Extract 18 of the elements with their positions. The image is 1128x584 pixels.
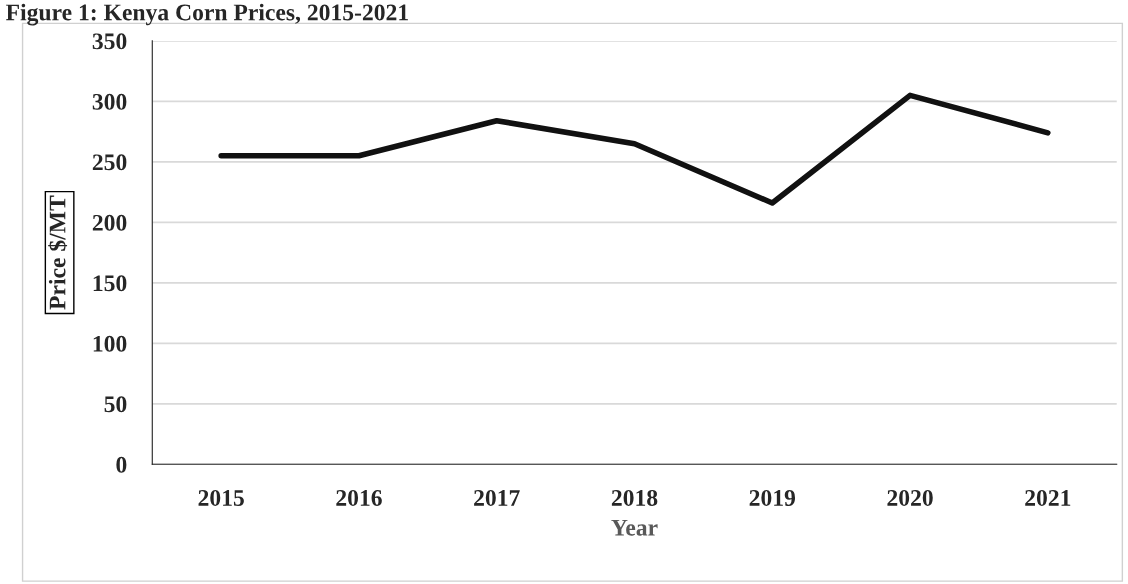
y-tick-label: 100 [93, 335, 127, 352]
y-tick-label: 150 [93, 275, 127, 292]
x-tick-label: 2017 [474, 489, 520, 506]
y-tick-label: 300 [92, 93, 127, 110]
x-tick-label: 2018 [611, 489, 658, 506]
y-tick-label: 200 [92, 214, 127, 231]
y-tick-label: 350 [92, 33, 127, 50]
y-tick-label: 0 [116, 456, 127, 473]
y-tick-label: 250 [92, 154, 127, 171]
x-tick-label: 2016 [336, 489, 382, 506]
x-tick-label: 2021 [1025, 489, 1071, 506]
chart-title: Figure 1: Kenya Corn Prices, 2015-2021 [6, 3, 408, 26]
y-tick-label: 50 [104, 396, 127, 413]
x-tick-label: 2019 [749, 489, 796, 506]
x-axis-title: Year [611, 519, 658, 536]
x-tick-label: 2020 [887, 489, 933, 506]
x-tick-label: 2015 [198, 489, 244, 506]
y-axis-title: Price $/MT [48, 195, 68, 310]
